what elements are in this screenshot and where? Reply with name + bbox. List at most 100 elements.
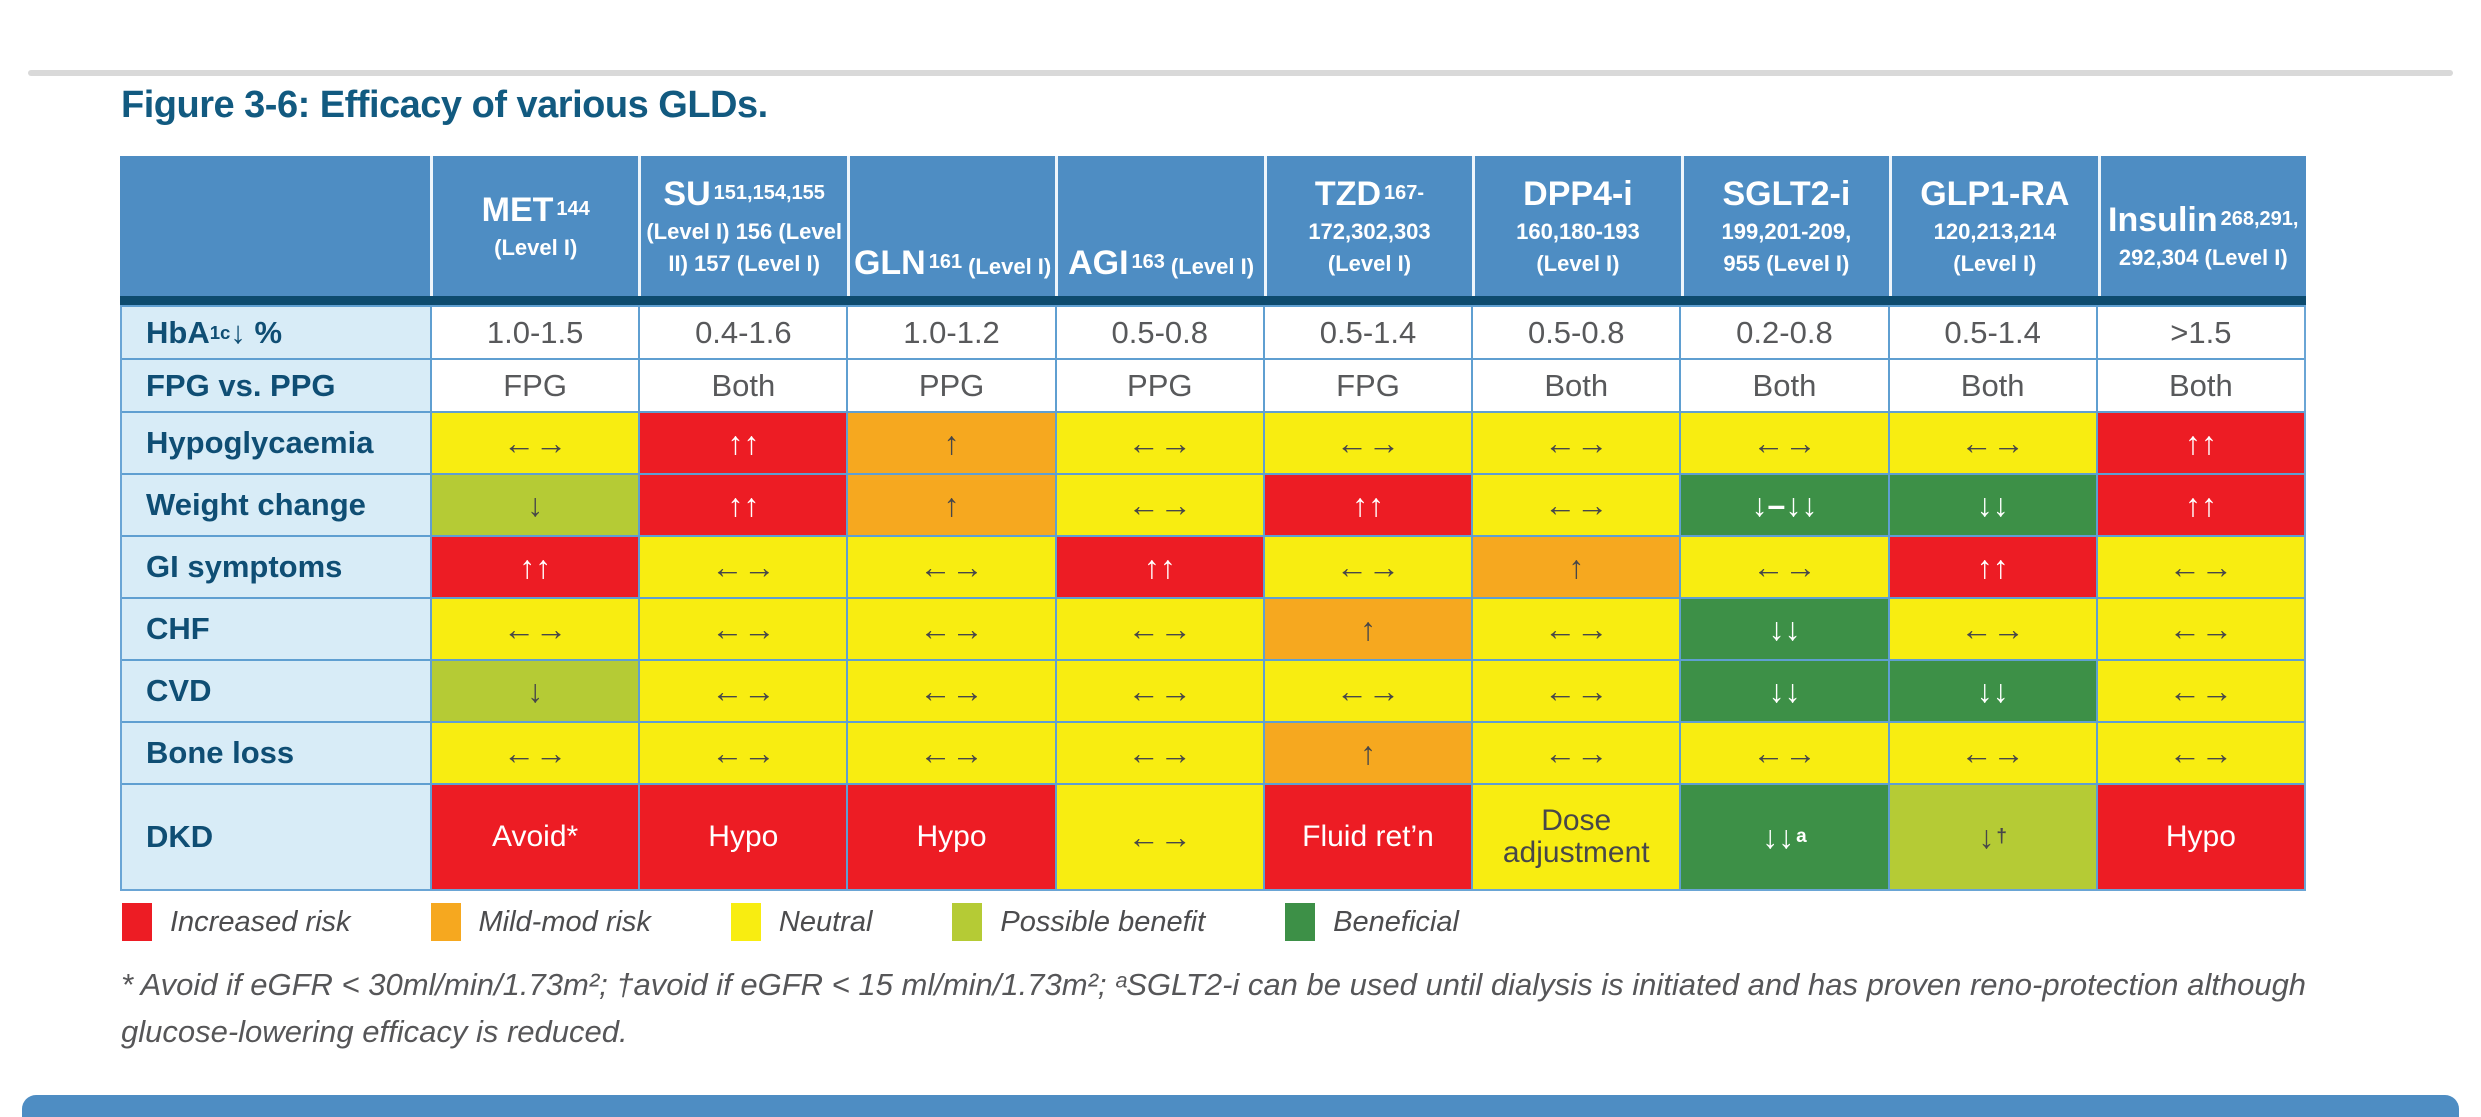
table-row-hba: HbA 1c ↓ % 1.0-1.5 0.4-1.6 1.0-1.2 0.5-0.8 0.5… <box>122 305 2304 358</box>
row-label: FPG vs. PPG <box>122 358 430 411</box>
cell-value: ←→ <box>1752 734 1817 771</box>
table-cell: ←→ <box>1054 473 1263 535</box>
column-header-subline: 292,304 (Level I) <box>2118 244 2288 270</box>
cell-value: ←→ <box>1960 424 2025 461</box>
cell-value: ←→ <box>919 672 984 709</box>
column-header-subline: (Level I) <box>1953 251 2037 276</box>
cell-value: ↑ <box>943 424 960 461</box>
cell-value: ↓↓ <box>1768 672 1801 709</box>
page-bottom-accent-band <box>22 1095 2459 1117</box>
cell-value: 0.2-0.8 <box>1736 314 1833 350</box>
row-label: Hypoglycaemia <box>122 411 430 473</box>
table-cell: ↓↓ <box>1887 473 2096 535</box>
figure-title: Figure 3-6: Efficacy of various GLDs. <box>121 84 768 126</box>
reference-superscript: 167- <box>1384 181 1425 204</box>
legend-item-increased-risk: Increased risk <box>122 903 351 941</box>
table-cell: ↑ <box>846 473 1055 535</box>
table-cell: ↓–↓↓ <box>1679 473 1888 535</box>
table-cell: Hypo <box>638 783 847 889</box>
cell-value: ←→ <box>1752 548 1817 585</box>
table-header-row: MET 144 (Level I) SU 151,154,155 (Level I) 15… <box>120 156 2306 296</box>
table-cell: ←→ <box>1471 597 1680 659</box>
column-header-subline: 120,213,214 <box>1933 218 2056 244</box>
legend: Increased risk Mild-mod risk Neutral Possib… <box>122 903 1459 941</box>
legend-label: Possible benefit <box>1000 905 1206 938</box>
column-header-subline: II) 157 (Level I) <box>668 251 820 276</box>
column-header-su: SU 151,154,155 (Level I) 156 (Level II) 157… <box>638 156 846 296</box>
table-cell: 1.0-1.5 <box>430 305 639 358</box>
row-label-text: DKD <box>146 819 214 854</box>
drug-class-name: GLN <box>853 244 926 282</box>
column-header-subline: 160,180-193 <box>1516 218 1640 244</box>
table-cell: ←→ <box>846 721 1055 783</box>
cell-value: ←→ <box>1127 734 1192 771</box>
table-cell: ←→ <box>1054 659 1263 721</box>
cell-value: ↑ <box>943 486 960 523</box>
table-cell: ←→ <box>1471 721 1680 783</box>
column-header-subline: (Level I) 156 (Level <box>646 218 842 244</box>
column-header-tzd: TZD 167- 172,302,303 (Level I) <box>1263 156 1472 296</box>
row-label-text: Hypoglycaemia <box>146 425 374 460</box>
column-header-subline: (Level I) <box>494 234 578 260</box>
table-cell: ↑ <box>1262 721 1472 783</box>
drug-class-name: AGI <box>1068 244 1129 282</box>
legend-label: Neutral <box>778 905 873 938</box>
table-cell: >1.5 <box>2095 305 2304 358</box>
table-cell: Both <box>638 358 847 411</box>
table-cell: ←→ <box>2095 659 2304 721</box>
cell-value: PPG <box>918 367 985 403</box>
table-body: HbA 1c ↓ % 1.0-1.5 0.4-1.6 1.0-1.2 0.5-0.8 0.5… <box>120 305 2306 891</box>
table-cell: ←→ <box>1679 535 1888 597</box>
cell-value: ←→ <box>919 548 984 585</box>
column-header-subline: 172,302,303 <box>1308 218 1431 244</box>
table-cell: ←→ <box>1262 411 1472 473</box>
column-header-glp1-ra: GLP1-RA 120,213,214 (Level I) <box>1889 156 2097 296</box>
cell-value: ←→ <box>711 610 776 647</box>
cell-value: 1.0-1.5 <box>486 314 584 350</box>
cell-value: ←→ <box>2168 610 2233 647</box>
cell-value: ←→ <box>1335 548 1400 585</box>
cell-value: ←→ <box>2168 672 2233 709</box>
cell-value: Dose adjustment <box>1502 803 1650 869</box>
cell-value: ←→ <box>1127 486 1192 523</box>
table-cell: ←→ <box>2095 721 2304 783</box>
row-label: CVD <box>122 659 430 721</box>
cell-value: Hypo <box>2165 819 2236 853</box>
cell-value: ←→ <box>1544 734 1609 771</box>
cell-value: 0.5-0.8 <box>1527 314 1625 350</box>
cell-value: ↑↑ <box>519 548 552 585</box>
table-row-weight-change: Weight change ↓ ↑↑ ↑ ←→ ↑↑ ←→ ↓–↓↓ ↓↓ ↑↑ <box>122 473 2304 535</box>
table-cell: 0.5-0.8 <box>1054 305 1263 358</box>
table-cell: Avoid* <box>430 783 639 889</box>
column-header-subline: (Level I) <box>1327 251 1412 276</box>
cell-value: ↑ <box>1359 734 1376 771</box>
column-header-main: Insulin 268,291, <box>2108 203 2298 237</box>
table-cell: ←→ <box>1054 411 1263 473</box>
cell-value: Hypo <box>708 819 779 853</box>
cell-value: ←→ <box>1752 424 1817 461</box>
row-label-text: Weight change <box>146 487 366 522</box>
evidence-level: (Level I) <box>1170 254 1255 279</box>
table-row-dkd: DKD Avoid* Hypo Hypo ←→ Fluid ret’n Dose adjus… <box>122 783 2304 889</box>
table-cell: Both <box>2095 358 2304 411</box>
legend-label: Mild-mod risk <box>478 905 651 938</box>
table-cell: ←→ <box>430 597 639 659</box>
legend-swatch <box>730 903 761 941</box>
table-cell: Both <box>1471 358 1680 411</box>
cell-value: ↑↑ <box>2184 486 2217 523</box>
cell-value: ↓↓ <box>1768 610 1801 647</box>
column-header-agi: AGI 163 (Level I) <box>1055 156 1263 296</box>
cell-value: ↓↓ <box>1976 486 2009 523</box>
row-label: DKD <box>122 783 430 889</box>
column-header-insulin: Insulin 268,291, 292,304 (Level I) <box>2097 156 2306 296</box>
cell-value: ←→ <box>1544 424 1609 461</box>
footnote: * Avoid if eGFR < 30ml/min/1.73m²; †avoi… <box>121 967 2307 1049</box>
cell-value: ↑↑ <box>727 486 760 523</box>
table-cell: ←→ <box>1471 411 1680 473</box>
cell-value: Both <box>1960 367 2025 403</box>
column-header-main: SU 151,154,155 <box>663 177 824 211</box>
table-cell: ←→ <box>1471 659 1680 721</box>
table-cell: ↑ <box>1262 597 1472 659</box>
legend-item-neutral: Neutral <box>730 903 873 941</box>
column-header-subline: (Level I) <box>1536 251 1620 276</box>
